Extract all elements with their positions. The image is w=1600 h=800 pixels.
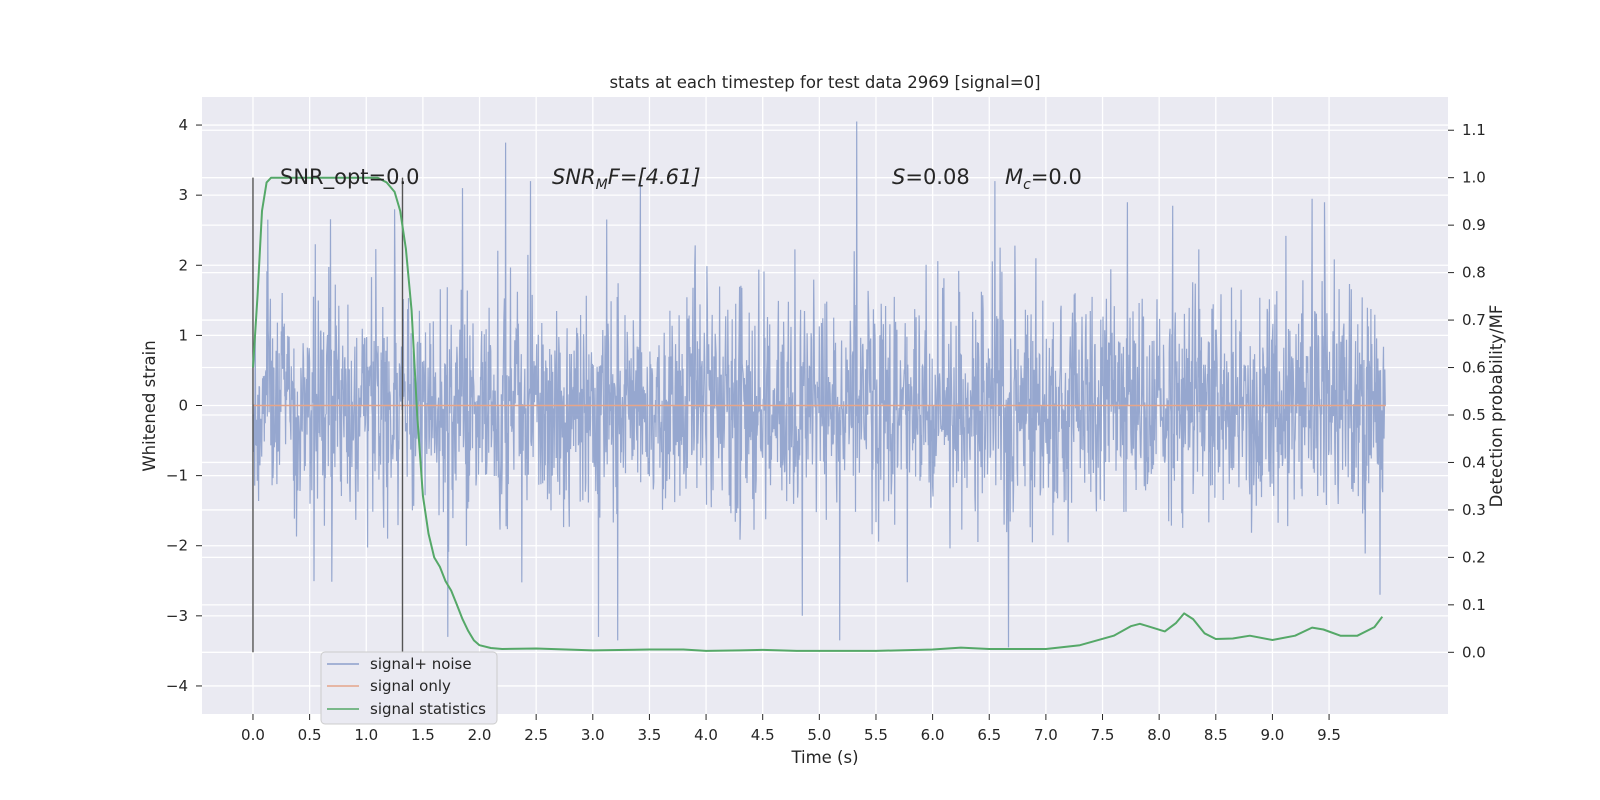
right-y-tick-label: 0.0 — [1462, 643, 1486, 661]
annotation-snr-opt: SNR_opt=0.0 — [280, 165, 420, 190]
x-tick-label: 5.0 — [807, 726, 831, 744]
y-tick-label: −4 — [166, 677, 188, 695]
legend: signal+ noise signal only signal statist… — [320, 651, 498, 725]
right-y-tick-label: 0.5 — [1462, 406, 1486, 424]
vertical-markers — [252, 177, 404, 653]
series-signal-noise — [252, 121, 1386, 648]
x-tick-label: 8.5 — [1204, 726, 1228, 744]
annotation-mc-value: =0.0 — [1031, 165, 1082, 189]
y-axis-right: 1.1 1.0 0.9 0.8 0.7 0.6 0.5 0.4 0.3 0.2 0.1 0.0 — [1448, 121, 1486, 661]
x-tick-label: 0.5 — [298, 726, 322, 744]
right-y-tick-label: 0.1 — [1462, 596, 1486, 614]
x-tick-label: 3.0 — [581, 726, 605, 744]
chart-title: stats at each timestep for test data 296… — [609, 73, 1040, 92]
y-tick-label: −2 — [166, 537, 188, 555]
x-tick-label: 8.0 — [1147, 726, 1171, 744]
x-tick-label: 6.5 — [977, 726, 1001, 744]
x-axis: 0.0 0.5 1.0 1.5 2.0 2.5 3.0 3.5 4.0 4.5 5.0 5.5 6.0 6… — [241, 714, 1341, 744]
annotation-snr-mf-rest: F=[4.61] — [608, 165, 701, 189]
y-tick-label: −1 — [166, 467, 188, 485]
y-tick-label: −3 — [166, 607, 188, 625]
y-axis-left: 4 3 2 1 0 −1 −2 −3 −4 — [166, 116, 202, 695]
annotation-s: S=0.08 — [892, 165, 970, 189]
annotation-s-value: =0.08 — [905, 165, 969, 189]
right-y-tick-label: 0.8 — [1462, 264, 1486, 282]
x-tick-label: 6.0 — [921, 726, 945, 744]
x-tick-label: 5.5 — [864, 726, 888, 744]
annotation-snr-mf-sub: M — [596, 177, 608, 193]
annotation-mc-sub: c — [1023, 177, 1031, 193]
y-tick-label: 1 — [178, 326, 188, 344]
annotation-snr-mf-main: SNR — [552, 165, 596, 189]
legend-box — [320, 651, 498, 725]
x-tick-label: 1.5 — [411, 726, 435, 744]
annotation-mc: Mc=0.0 — [1005, 165, 1082, 193]
series-signal-statistics — [252, 176, 1384, 652]
right-y-tick-label: 0.4 — [1462, 453, 1486, 471]
right-y-tick-label: 1.0 — [1462, 169, 1486, 187]
y-tick-label: 2 — [178, 256, 188, 274]
annotation-s-main: S — [892, 165, 905, 189]
x-tick-label: 2.5 — [524, 726, 548, 744]
y-tick-label: 4 — [178, 116, 188, 134]
legend-label-signal-noise: signal+ noise — [370, 655, 472, 673]
y-axis-label: Whitened strain — [140, 340, 159, 471]
right-y-tick-label: 0.7 — [1462, 311, 1486, 329]
x-tick-label: 0.0 — [241, 726, 265, 744]
right-y-tick-label: 0.6 — [1462, 359, 1486, 377]
x-tick-label: 4.5 — [751, 726, 775, 744]
x-tick-label: 9.0 — [1260, 726, 1284, 744]
right-y-tick-label: 1.1 — [1462, 121, 1486, 139]
y-tick-label: 0 — [178, 397, 188, 415]
x-tick-label: 9.5 — [1317, 726, 1341, 744]
x-tick-label: 2.0 — [468, 726, 492, 744]
annotation-snr-mf: SNRMF=[4.61] — [552, 165, 701, 193]
legend-label-signal-statistics: signal statistics — [370, 700, 486, 718]
x-tick-label: 1.0 — [354, 726, 378, 744]
y-tick-label: 3 — [178, 186, 188, 204]
legend-label-signal-only: signal only — [370, 677, 451, 695]
y-axis-right-label: Detection probability/MF — [1487, 305, 1506, 508]
signal-noise-line — [252, 121, 1386, 648]
x-tick-label: 7.0 — [1034, 726, 1058, 744]
x-tick-label: 3.5 — [637, 726, 661, 744]
x-tick-label: 7.5 — [1091, 726, 1115, 744]
right-y-tick-label: 0.3 — [1462, 501, 1486, 519]
right-y-tick-label: 0.9 — [1462, 216, 1486, 234]
x-tick-label: 4.0 — [694, 726, 718, 744]
right-y-tick-label: 0.2 — [1462, 548, 1486, 566]
annotation-mc-main: M — [1005, 165, 1023, 189]
signal-statistics-line — [252, 176, 1384, 652]
x-axis-label: Time (s) — [790, 748, 858, 767]
